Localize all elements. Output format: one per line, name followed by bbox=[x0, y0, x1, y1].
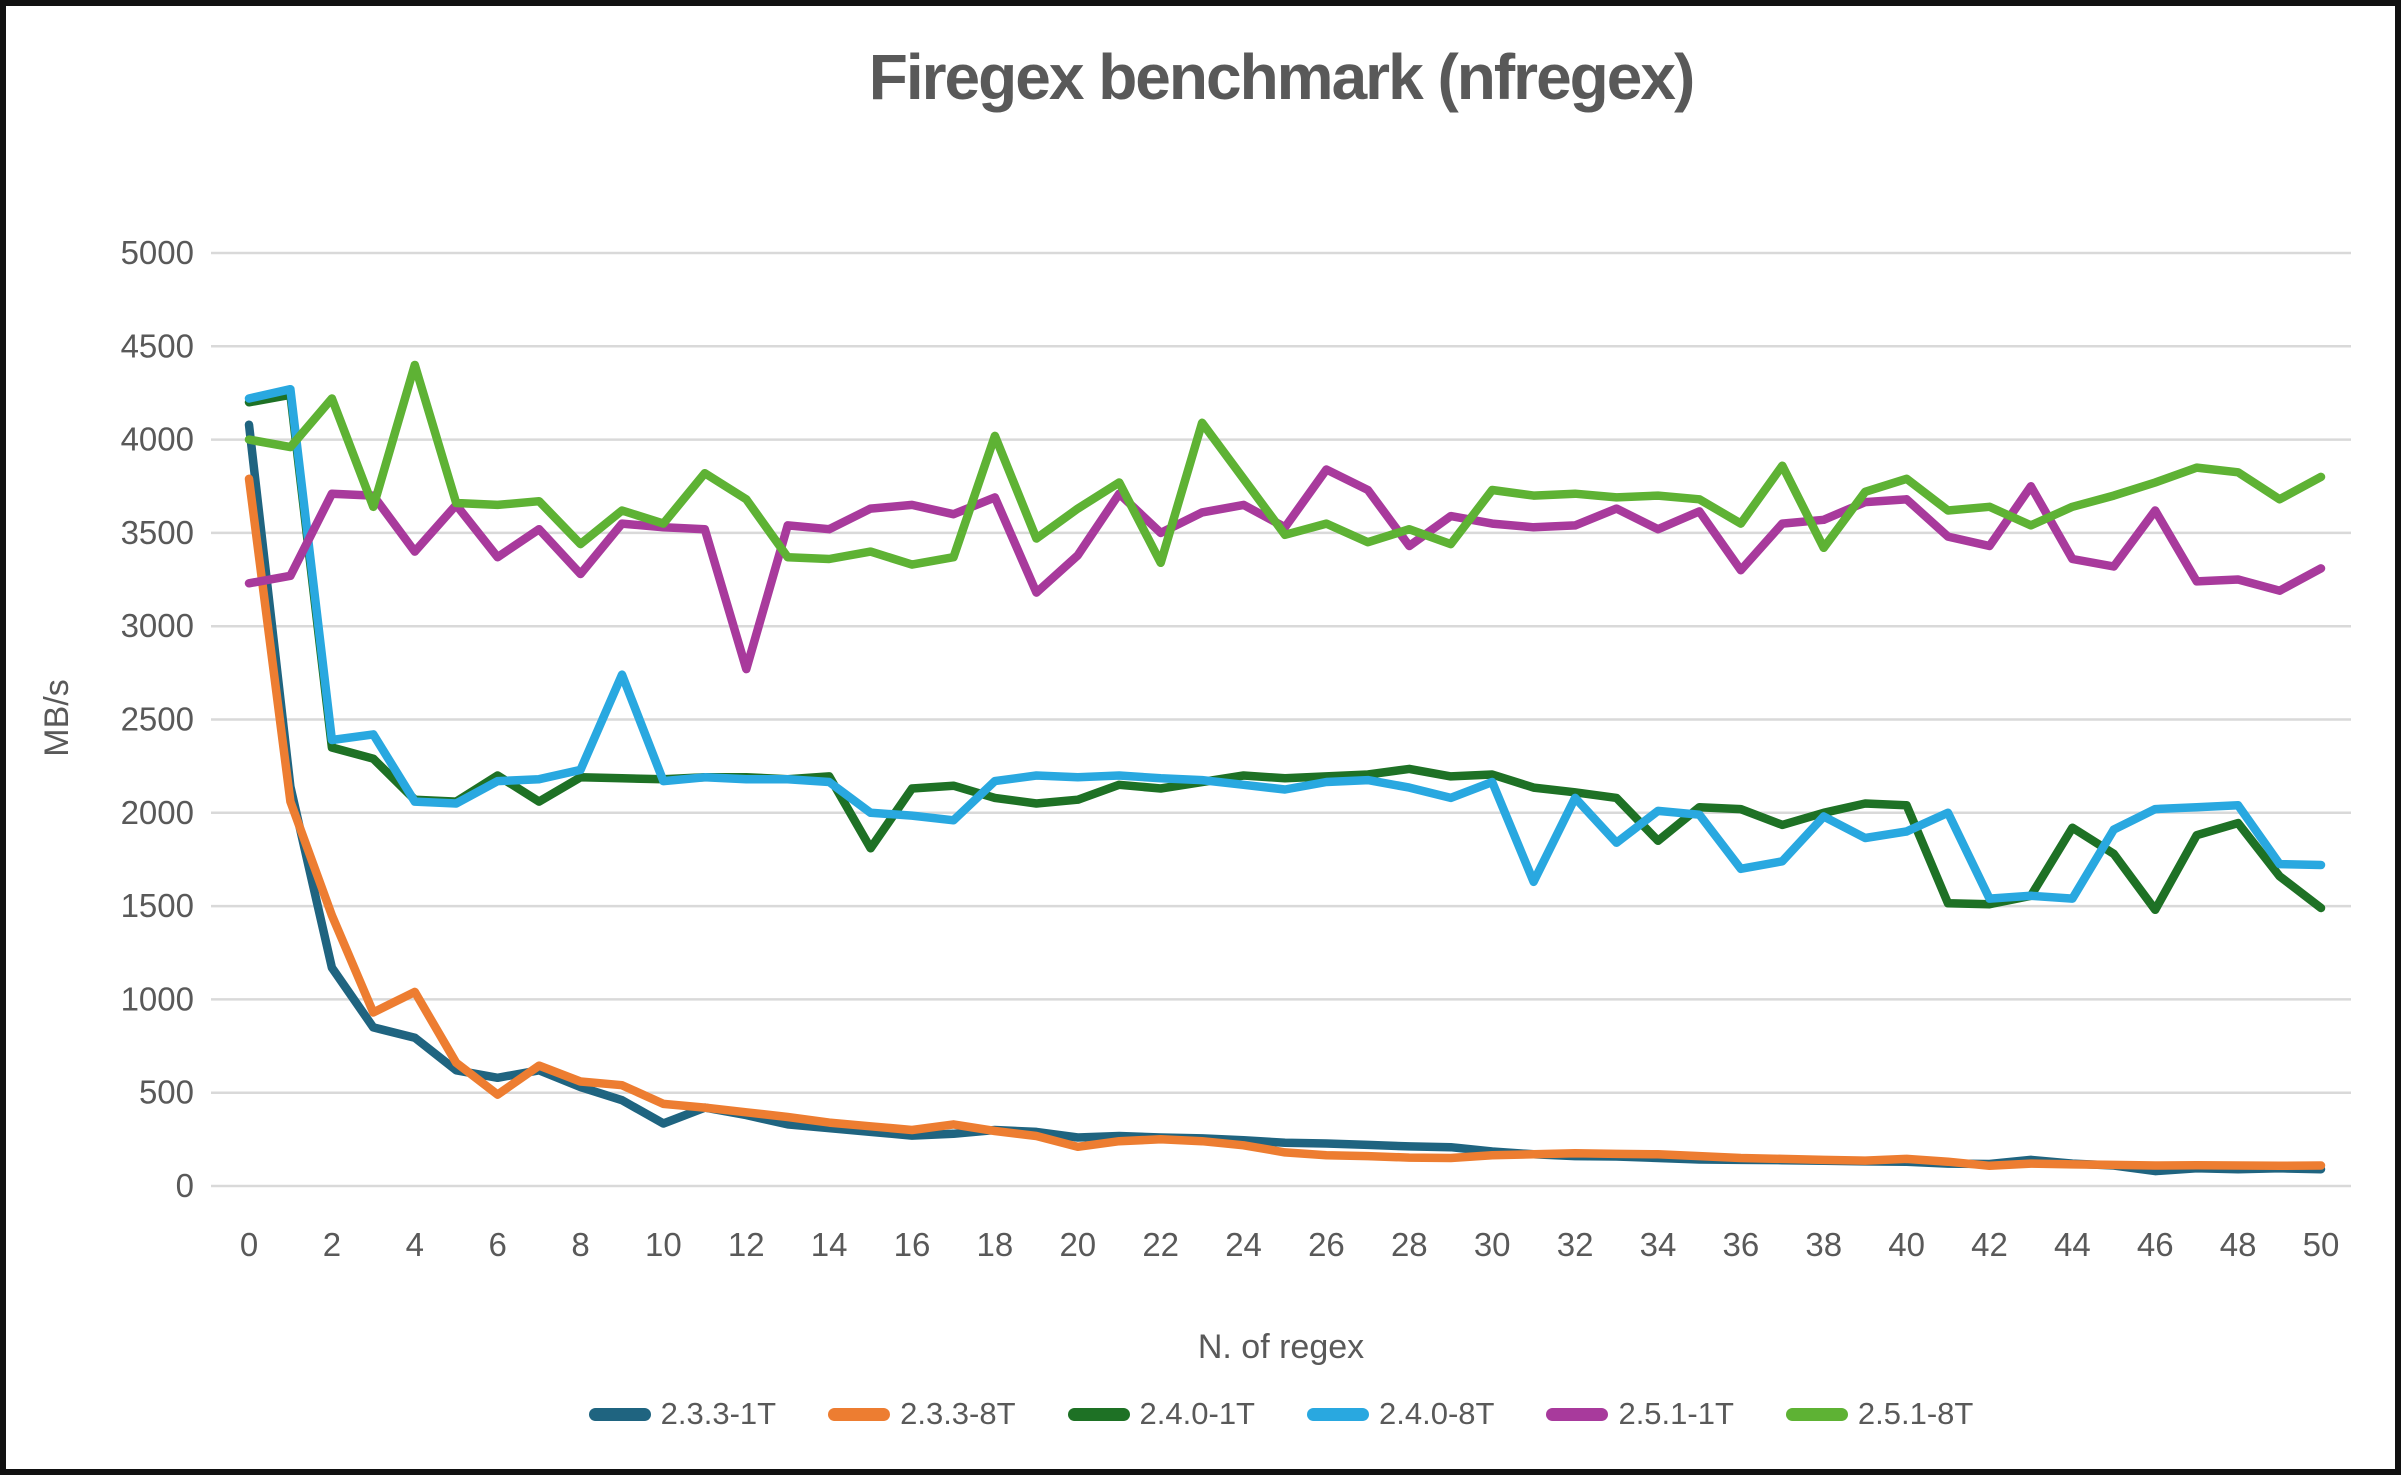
legend-item-2.5.1-1T: 2.5.1-1T bbox=[1546, 1396, 1734, 1432]
series-line-2.4.0-1T bbox=[244, 390, 2326, 915]
x-tick-label: 42 bbox=[1971, 1226, 2008, 1263]
series-lines bbox=[244, 360, 2326, 1176]
y-axis-tick-labels: 0 500 1000 1500 2000 2500 3000 3500 4000 4500 5000 bbox=[121, 234, 194, 1204]
x-tick-label: 46 bbox=[2137, 1226, 2174, 1263]
x-tick-label: 38 bbox=[1805, 1226, 1842, 1263]
series-line-2.3.3-8T bbox=[244, 474, 2326, 1171]
y-tick-label: 0 bbox=[176, 1167, 194, 1204]
x-tick-label: 6 bbox=[488, 1226, 506, 1263]
legend-swatch-icon bbox=[1067, 1407, 1130, 1421]
x-tick-label: 24 bbox=[1225, 1226, 1262, 1263]
y-tick-label: 4500 bbox=[121, 327, 194, 364]
x-tick-label: 48 bbox=[2220, 1226, 2257, 1263]
legend-swatch-icon bbox=[588, 1407, 651, 1421]
x-tick-label: 2 bbox=[323, 1226, 341, 1263]
y-tick-label: 500 bbox=[139, 1074, 194, 1111]
y-tick-label: 2000 bbox=[121, 794, 194, 831]
x-tick-label: 18 bbox=[977, 1226, 1014, 1263]
legend-item-2.3.3-8T: 2.3.3-8T bbox=[828, 1396, 1016, 1432]
legend-swatch-icon bbox=[1307, 1407, 1369, 1421]
x-axis-title: N. of regex bbox=[1198, 1328, 1364, 1366]
series-line-2.5.1-8T bbox=[244, 360, 2326, 569]
legend-label: 2.3.3-1T bbox=[660, 1396, 777, 1431]
x-tick-label: 50 bbox=[2303, 1226, 2340, 1263]
x-tick-label: 30 bbox=[1474, 1226, 1511, 1263]
y-axis-title: MB/s bbox=[38, 679, 76, 756]
x-tick-label: 12 bbox=[728, 1226, 765, 1263]
legend-label: 2.5.1-1T bbox=[1618, 1396, 1734, 1431]
legend-label: 2.4.0-1T bbox=[1139, 1396, 1255, 1431]
x-tick-label: 36 bbox=[1722, 1226, 1759, 1263]
x-axis-tick-labels: 0 2 4 6 8 10 12 14 16 18 20 22 24 26 28 30 32 34 36 38 40 42 4… bbox=[240, 1226, 2340, 1263]
y-tick-label: 3000 bbox=[121, 607, 194, 644]
line-chart: 0500100015002000250030003500400045005000… bbox=[38, 234, 2351, 1366]
x-tick-label: 32 bbox=[1557, 1226, 1594, 1263]
legend-item-2.4.0-8T: 2.4.0-8T bbox=[1307, 1396, 1494, 1432]
legend-item-2.5.1-8T: 2.5.1-8T bbox=[1785, 1396, 1974, 1432]
y-tick-label: 3500 bbox=[121, 514, 194, 551]
legend-item-2.4.0-1T: 2.4.0-1T bbox=[1067, 1396, 1255, 1432]
x-tick-label: 0 bbox=[240, 1226, 258, 1263]
y-tick-label: 1500 bbox=[121, 887, 194, 924]
x-tick-label: 4 bbox=[406, 1226, 424, 1263]
y-tick-label: 5000 bbox=[121, 234, 194, 271]
legend: 2.3.3-1T 2.3.3-8T 2.4.0-1T 2.4.0-8T 2.5.1-1T… bbox=[211, 1396, 2351, 1432]
legend-label: 2.5.1-8T bbox=[1857, 1396, 1974, 1431]
y-tick-label: 4000 bbox=[121, 421, 194, 458]
legend-swatch-icon bbox=[828, 1407, 891, 1421]
x-tick-label: 34 bbox=[1640, 1226, 1677, 1263]
y-tick-label: 2500 bbox=[121, 701, 194, 738]
legend-label: 2.3.3-8T bbox=[900, 1396, 1016, 1431]
series-line-2.5.1-1T bbox=[244, 465, 2326, 674]
x-tick-label: 20 bbox=[1059, 1226, 1096, 1263]
legend-swatch-icon bbox=[1546, 1407, 1609, 1421]
chart-title: Firegex benchmark (nfregex) bbox=[868, 41, 1696, 113]
x-tick-label: 8 bbox=[571, 1226, 589, 1263]
y-tick-label: 1000 bbox=[121, 980, 194, 1017]
x-tick-label: 28 bbox=[1391, 1226, 1428, 1263]
legend-item-2.3.3-1T: 2.3.3-1T bbox=[588, 1396, 777, 1432]
legend-swatch-icon bbox=[1785, 1407, 1848, 1421]
x-tick-label: 14 bbox=[811, 1226, 848, 1263]
x-tick-label: 22 bbox=[1142, 1226, 1179, 1263]
x-tick-label: 16 bbox=[894, 1226, 931, 1263]
x-tick-label: 10 bbox=[645, 1226, 682, 1263]
x-tick-label: 26 bbox=[1308, 1226, 1345, 1263]
legend-label: 2.4.0-8T bbox=[1379, 1396, 1495, 1431]
series-line-2.4.0-8T bbox=[244, 384, 2326, 903]
x-tick-label: 40 bbox=[1888, 1226, 1925, 1263]
gridlines bbox=[211, 251, 2351, 1188]
x-tick-label: 44 bbox=[2054, 1226, 2091, 1263]
